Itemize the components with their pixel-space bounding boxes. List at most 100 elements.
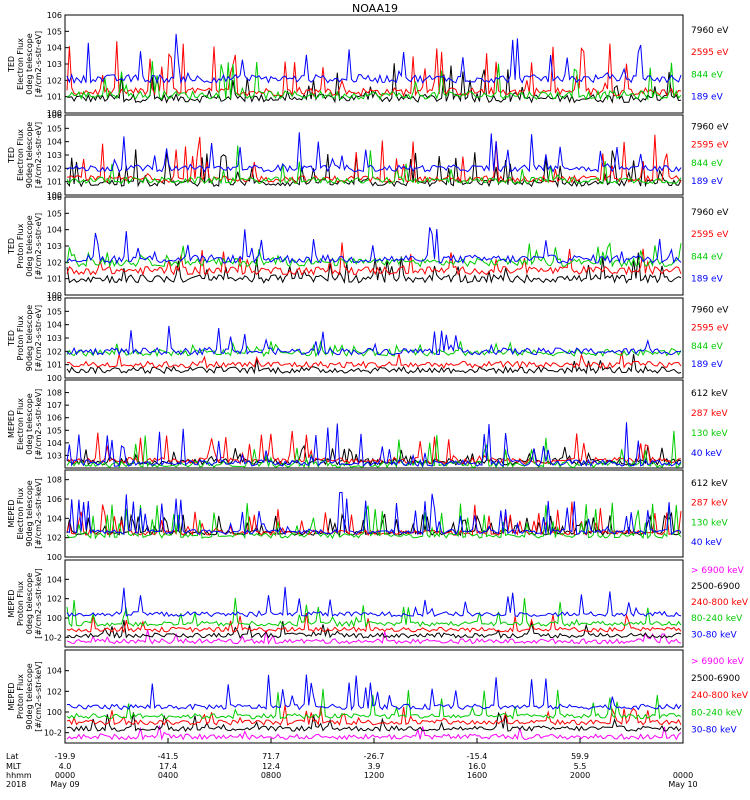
- x-tick-label: -41.5: [158, 752, 179, 761]
- y-axis-label-line: TED: [7, 238, 16, 255]
- y-axis-label-line: [#/cm2-s-str-eV]: [34, 213, 43, 279]
- series-trace: [66, 586, 682, 618]
- legend-entry: 2500-6900: [691, 582, 740, 592]
- y-axis-label-line: 90deg telescope: [25, 122, 34, 189]
- series-trace: [66, 227, 682, 265]
- legend-entry: 40 keV: [691, 538, 723, 548]
- y-tick-label: 106: [47, 111, 62, 120]
- x-tick-label: 59.9: [571, 752, 589, 761]
- x-row-label: MLT: [6, 762, 21, 771]
- x-row-label: Lat: [6, 752, 19, 761]
- panel-frame: [64, 379, 684, 469]
- panel-6: 100 102 104 106 108 MEPED Electron Flux 90deg t…: [7, 469, 728, 562]
- y-axis-label-line: Electron Flux: [16, 398, 25, 450]
- legend-entry: 189 eV: [691, 360, 724, 370]
- x-tick-label: 71.7: [262, 752, 280, 761]
- legend-entry: 189 eV: [691, 275, 724, 285]
- y-tick-label: 102: [47, 534, 62, 543]
- legend-entry: > 6900 keV: [691, 657, 745, 667]
- legend-entry: 844 eV: [691, 342, 724, 352]
- legend-entry: 80-240 keV: [691, 708, 743, 718]
- y-tick-label: 104: [47, 321, 62, 330]
- series-trace: [66, 325, 682, 357]
- x-tick-label: May 09: [50, 780, 79, 789]
- panel-frame: [64, 469, 684, 558]
- x-tick-label: -26.7: [364, 752, 385, 761]
- legend-entry: 844 eV: [691, 70, 724, 80]
- y-tick-label: 106: [47, 11, 62, 20]
- x-tick-label: 3.9: [368, 762, 381, 771]
- series-trace: [66, 422, 682, 468]
- y-axis-label-line: 90deg telescope: [25, 305, 34, 372]
- series-trace: [66, 613, 682, 634]
- y-tick-label: 104: [47, 667, 62, 676]
- y-tick-label: 102: [47, 258, 62, 267]
- y-tick-label: 10-2: [44, 633, 62, 642]
- y-tick-label: 102: [47, 347, 62, 356]
- series-trace: [66, 430, 682, 469]
- legend-entry: 240-800 keV: [691, 598, 749, 608]
- series-trace: [66, 619, 682, 639]
- y-tick-label: 101: [47, 361, 62, 370]
- series-trace: [66, 598, 682, 628]
- y-axis-label-line: Proton Flux: [16, 315, 25, 360]
- y-tick-label: 104: [47, 439, 62, 448]
- y-axis-label-line: Electron Flux: [16, 487, 25, 539]
- series-trace: [66, 688, 682, 720]
- y-axis-label-line: 0deg telescope: [25, 215, 34, 276]
- y-axis-label-line: Electron Flux: [16, 129, 25, 181]
- y-axis-label: TED Electron Flux 0deg telescope [#/cm2-s-s…: [7, 31, 43, 97]
- y-axis-label: MEPED Proton Flux 0deg telescope [#/cm2-s-s…: [7, 568, 43, 639]
- y-axis-label-line: Electron Flux: [16, 38, 25, 90]
- legend-entry: 612 keV: [691, 389, 728, 399]
- series-trace: [66, 511, 682, 537]
- y-axis-label-line: Proton Flux: [16, 674, 25, 719]
- y-axis-label-line: TED: [7, 56, 16, 73]
- y-tick-label: 106: [47, 414, 62, 423]
- series-trace: [66, 60, 682, 101]
- legend-entry: 2500-6900: [691, 674, 740, 684]
- legend-entry: 2595 eV: [691, 48, 729, 58]
- x-row-label: hhmm: [6, 771, 32, 780]
- y-axis-label: MEPED Electron Flux 90deg telescope [#/cm2-…: [7, 478, 43, 549]
- legend-entry: > 6900 keV: [691, 566, 745, 576]
- y-axis-label: TED Proton Flux 90deg telescope [#/cm2-s-st…: [7, 305, 43, 372]
- y-axis-label: TED Proton Flux 0deg telescope [#/cm2-s-str…: [7, 213, 43, 279]
- x-tick-label: 0000: [55, 771, 75, 780]
- legend-entry: 287 keV: [691, 409, 728, 419]
- y-axis-label-line: [#/cm2-s-str-eV]: [34, 31, 43, 97]
- y-tick-label: 105: [47, 307, 62, 316]
- y-tick-label: 101: [47, 93, 62, 102]
- figure-title: NOAA19: [352, 2, 398, 15]
- y-tick-label: 106: [47, 495, 62, 504]
- y-axis-label-line: [#/cm2-s-str-keV]: [34, 478, 43, 549]
- series-trace: [66, 63, 682, 104]
- y-tick-label: 103: [47, 60, 62, 69]
- y-tick-label: 104: [47, 575, 62, 584]
- y-tick-label: 108: [47, 389, 62, 398]
- x-tick-label: -19.9: [55, 752, 76, 761]
- x-tick-label: 0400: [158, 771, 178, 780]
- y-axis-label-line: 90deg telescope: [25, 663, 34, 730]
- x-tick-label: 5.5: [574, 762, 587, 771]
- x-tick-label: 17.4: [159, 762, 177, 771]
- x-tick-label: 16.0: [468, 762, 486, 771]
- legend-entry: 287 keV: [691, 499, 728, 509]
- y-axis-label-line: [#/cm2-s-str-eV]: [34, 305, 43, 371]
- legend-entry: 844 eV: [691, 159, 724, 169]
- y-axis-label-line: [#/cm2-s-str-eV]: [34, 122, 43, 188]
- panel-2: 100 101 102 103 104 105 106 TED Electron Flux 90d…: [7, 111, 729, 200]
- series-trace: [66, 340, 682, 358]
- y-tick-label: 101: [47, 275, 62, 284]
- x-tick-label: 1600: [467, 771, 487, 780]
- series-trace: [66, 41, 682, 98]
- y-axis-label-line: MEPED: [7, 410, 16, 438]
- x-row-label: 2018: [6, 780, 26, 789]
- legend-entry: 80-240 keV: [691, 614, 743, 624]
- panel-7: 10-2 100 102 104 MEPED Proton Flux 0deg telesc…: [7, 559, 749, 648]
- y-axis-label-line: TED: [7, 330, 16, 347]
- y-tick-label: 104: [47, 44, 62, 53]
- y-tick-label: 101: [47, 178, 62, 187]
